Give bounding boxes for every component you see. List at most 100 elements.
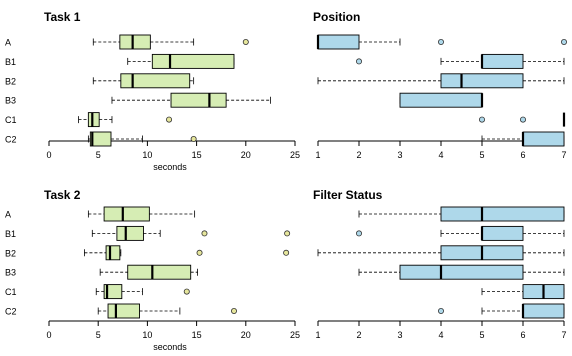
iqr-box xyxy=(522,303,565,319)
x-tick-label: 3 xyxy=(397,330,402,340)
box-B2 xyxy=(317,73,565,89)
outlier-point xyxy=(190,135,197,142)
box-A xyxy=(358,206,565,222)
x-tick-label: 15 xyxy=(192,330,202,340)
box-C1: C1 xyxy=(5,112,173,128)
chart-panel-2: Position 1 2 3 4 5 6 7 xyxy=(313,10,568,160)
x-tick-label: 25 xyxy=(290,330,300,340)
box-B3 xyxy=(399,92,484,108)
iqr-box xyxy=(103,206,150,222)
category-label: C1 xyxy=(5,287,17,297)
box-B3: B3 xyxy=(5,92,271,108)
iqr-box xyxy=(522,131,565,147)
iqr-box xyxy=(481,53,524,69)
x-tick-label: 5 xyxy=(479,330,484,340)
x-tick-label: 1 xyxy=(315,150,320,160)
box-C1 xyxy=(478,112,566,127)
iqr-box xyxy=(481,225,524,241)
outlier-point xyxy=(355,58,362,65)
iqr-box xyxy=(440,73,524,89)
x-tick-label: 1 xyxy=(315,330,320,340)
chart-panel-3: Task 2 0 5 10 15 20 25 seconds A B1 B2 B3 C1 C2 xyxy=(5,188,300,352)
iqr-box xyxy=(399,264,524,280)
category-label: B3 xyxy=(5,268,16,278)
x-tick-label: 20 xyxy=(241,150,251,160)
category-label: B2 xyxy=(5,76,16,86)
iqr-box xyxy=(87,112,100,128)
iqr-box xyxy=(119,34,151,50)
chart-panel-4: Filter Status 1 2 3 4 5 6 7 xyxy=(313,188,567,340)
x-tick-label: 4 xyxy=(438,330,443,340)
x-tick-label: 6 xyxy=(520,330,525,340)
box-B2: B2 xyxy=(5,73,195,89)
x-tick-label: 10 xyxy=(142,330,152,340)
x-tick-label: 6 xyxy=(520,150,525,160)
x-tick-label: 10 xyxy=(142,150,152,160)
iqr-box xyxy=(127,264,192,280)
iqr-box xyxy=(105,245,121,261)
x-tick-label: 25 xyxy=(290,150,300,160)
iqr-box xyxy=(116,225,144,241)
category-label: B2 xyxy=(5,248,16,258)
category-label: A xyxy=(5,38,11,48)
box-B2: B2 xyxy=(5,245,290,261)
category-label: C2 xyxy=(5,307,17,317)
box-B1: B1 xyxy=(5,225,291,241)
category-label: B3 xyxy=(5,96,16,106)
iqr-box xyxy=(399,92,483,108)
x-tick-label: 0 xyxy=(46,150,51,160)
chart-panel-1: Task 1 0 5 10 15 20 25 seconds A B1 B2 B3 C1 C2 xyxy=(5,10,300,172)
outlier-point xyxy=(284,230,291,237)
box-C2 xyxy=(481,131,565,147)
box-B1 xyxy=(355,225,565,241)
x-tick-label: 20 xyxy=(241,330,251,340)
chart-title: Task 1 xyxy=(44,10,81,24)
box-C2: C2 xyxy=(5,303,237,319)
box-A: A xyxy=(5,206,196,222)
x-axis-label: seconds xyxy=(153,162,187,172)
outlier-point xyxy=(437,39,444,46)
outlier-point xyxy=(196,249,203,256)
category-label: C1 xyxy=(5,115,17,125)
x-tick-label: 7 xyxy=(561,150,566,160)
box-C1 xyxy=(481,284,565,300)
box-A: A xyxy=(5,34,249,50)
iqr-box xyxy=(107,303,140,319)
outlier-point xyxy=(478,116,485,123)
box-A xyxy=(316,34,568,50)
x-tick-label: 5 xyxy=(96,150,101,160)
iqr-box xyxy=(89,131,112,147)
box-C2: C2 xyxy=(5,131,197,147)
outlier-point xyxy=(283,249,290,256)
chart-title: Filter Status xyxy=(313,188,383,202)
category-label: A xyxy=(5,210,11,220)
chart-title: Task 2 xyxy=(44,188,81,202)
x-tick-label: 7 xyxy=(561,330,566,340)
x-tick-label: 2 xyxy=(356,330,361,340)
iqr-box xyxy=(440,206,565,222)
iqr-box xyxy=(103,284,123,300)
iqr-box xyxy=(317,34,360,50)
box-B3: B3 xyxy=(5,264,198,280)
outlier-point xyxy=(166,116,173,123)
x-tick-label: 4 xyxy=(438,150,443,160)
x-tick-label: 2 xyxy=(356,150,361,160)
outlier-point xyxy=(520,116,527,123)
x-tick-label: 0 xyxy=(46,330,51,340)
outlier-point xyxy=(561,39,568,46)
box-B1: B1 xyxy=(5,53,235,69)
box-B1 xyxy=(355,53,565,69)
outlier-point xyxy=(355,230,362,237)
category-label: C2 xyxy=(5,135,17,145)
outlier-point xyxy=(242,39,249,46)
category-label: B1 xyxy=(5,229,16,239)
outlier-point xyxy=(437,307,444,314)
iqr-box xyxy=(120,73,191,89)
box-C1: C1 xyxy=(5,284,190,300)
x-tick-label: 3 xyxy=(397,150,402,160)
x-axis-label: seconds xyxy=(153,342,187,352)
chart-title: Position xyxy=(313,10,360,24)
outlier-point xyxy=(230,307,237,314)
category-label: B1 xyxy=(5,57,16,67)
